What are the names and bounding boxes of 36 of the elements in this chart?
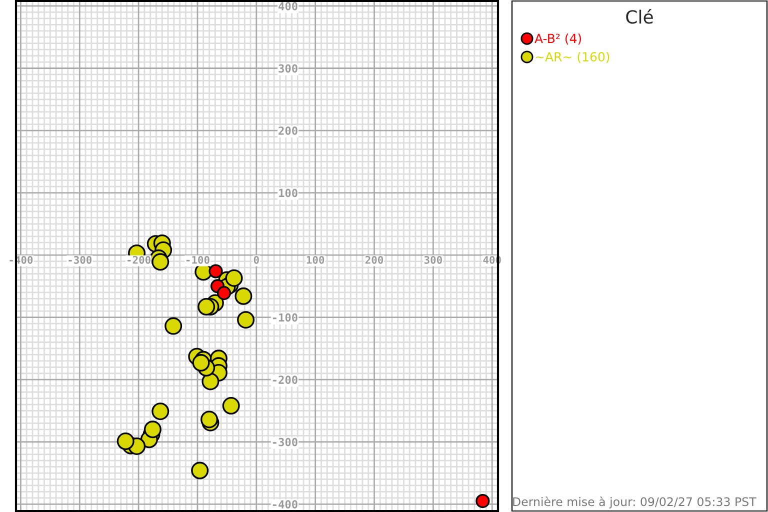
legend-title: Clé (626, 9, 653, 24)
point (200, 410, 218, 428)
legend-label: ~AR~ (160) (536, 52, 610, 63)
y-tick-label: -400 (272, 500, 298, 509)
point (144, 420, 162, 438)
x-tick-label: -200 (128, 256, 150, 264)
point (237, 311, 255, 329)
point (234, 287, 252, 305)
point (198, 298, 216, 316)
x-tick-label: 100 (306, 256, 324, 264)
x-tick-label: 200 (365, 256, 384, 264)
x-tick-label: 0 (254, 256, 259, 264)
point (222, 397, 240, 415)
y-tick-label: 200 (278, 126, 298, 135)
point (208, 264, 223, 278)
y-tick-label: 100 (279, 188, 298, 198)
y-tick-label: -300 (272, 438, 298, 446)
x-tick-label: -100 (186, 256, 210, 264)
point (476, 494, 490, 508)
point (152, 253, 170, 271)
point (164, 317, 182, 335)
text: Dernière mise à jour: 09/02/27 05:33 PST (513, 496, 756, 508)
point (152, 402, 170, 420)
y-tick-label: -100 (272, 313, 298, 322)
x-tick-label: -300 (68, 256, 92, 264)
y-tick-label: 300 (278, 64, 298, 73)
point (116, 432, 134, 450)
y-tick-label: -200 (272, 376, 298, 384)
point (191, 462, 209, 480)
point (192, 354, 210, 372)
x-tick-label: 300 (424, 256, 442, 264)
legend-label: A-B² (4) (534, 33, 582, 45)
point (225, 269, 243, 287)
y-tick-label: 400 (278, 2, 298, 10)
point (202, 372, 220, 390)
point (216, 286, 232, 300)
